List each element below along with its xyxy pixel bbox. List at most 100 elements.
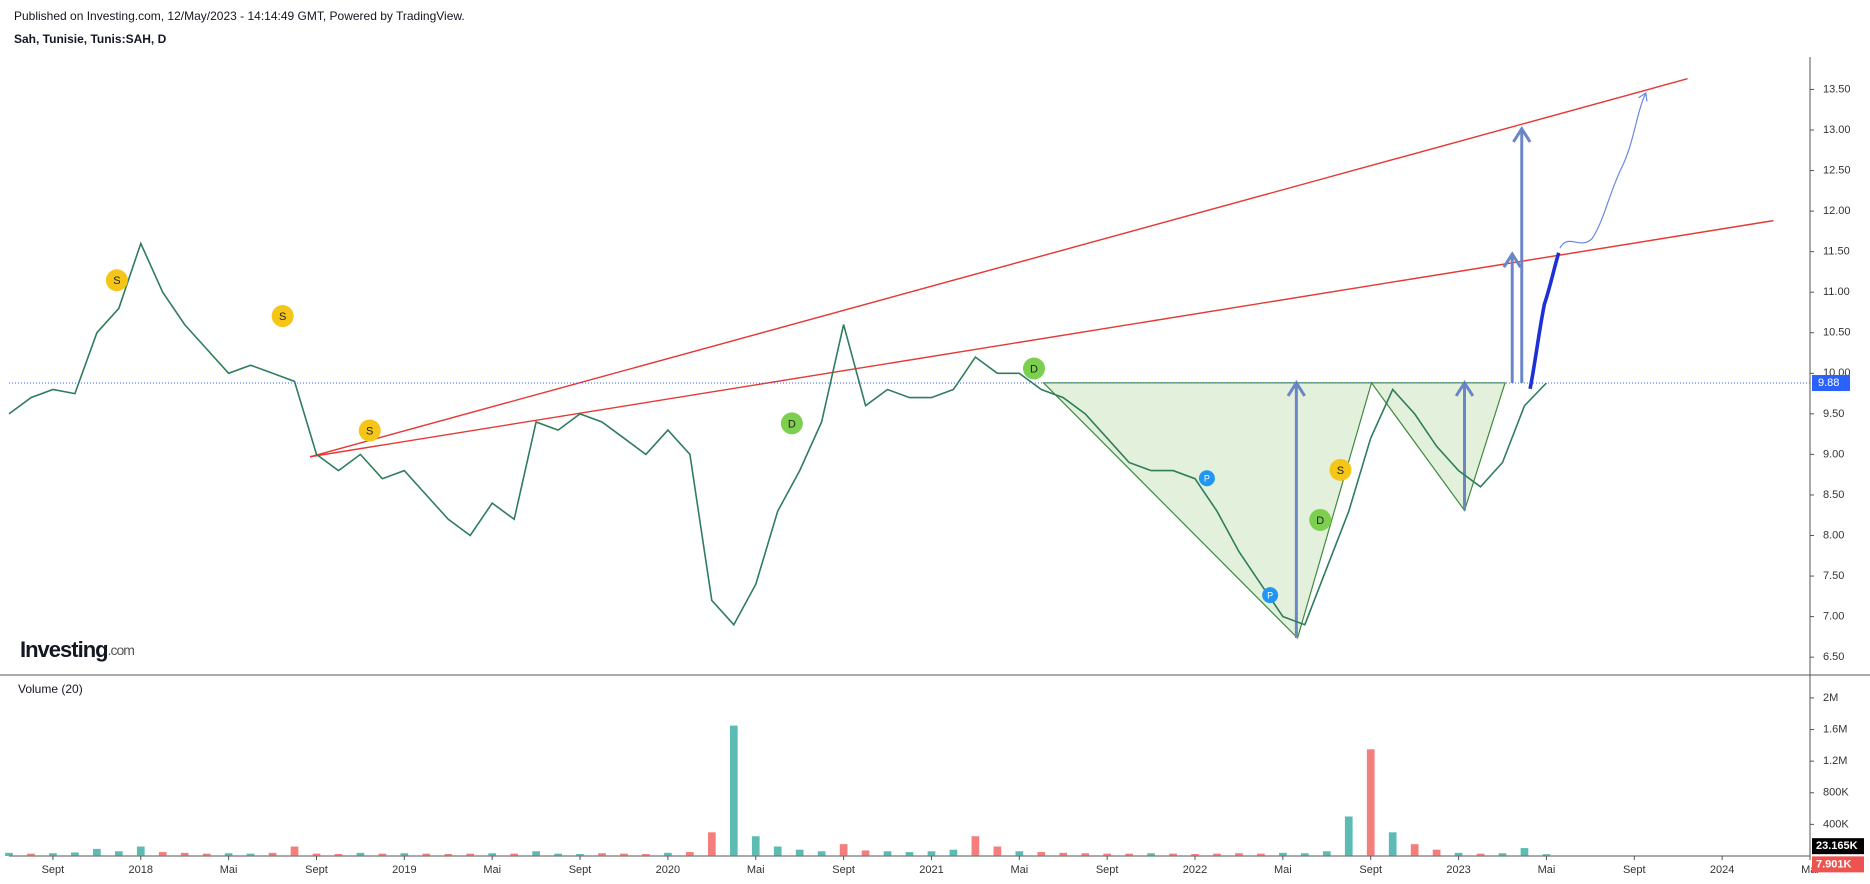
- volume-tag-label: 23.165K: [1816, 840, 1858, 852]
- x-tick-label: Sept: [1096, 864, 1119, 876]
- published-note: Published on Investing.com, 12/May/2023 …: [14, 9, 465, 23]
- x-tick-label: 2021: [919, 864, 943, 876]
- volume-bar: [1388, 832, 1397, 856]
- y-tick-label: 8.50: [1823, 489, 1844, 501]
- volume-tag: [1812, 856, 1864, 873]
- y-tick-label: 6.50: [1823, 651, 1844, 663]
- signal-badge: [780, 412, 803, 435]
- volume-bar: [1454, 852, 1463, 856]
- volume-bar: [664, 852, 672, 856]
- volume-bar: [795, 849, 804, 856]
- price-line: [8, 241, 1547, 627]
- logo-suffix: .com: [108, 642, 135, 658]
- volume-bar: [444, 854, 453, 856]
- x-tick-label: Mai: [220, 864, 238, 876]
- symbol-title: Sah, Tunisie, Tunis:SAH, D: [14, 32, 167, 46]
- signal-label: S: [113, 275, 120, 287]
- y-tick-label: 13.50: [1823, 83, 1851, 95]
- logo: Investing.com: [20, 637, 134, 662]
- volume-bar: [751, 836, 760, 856]
- volume-bar: [598, 853, 606, 856]
- signal-label: S: [366, 425, 373, 437]
- volume-bar: [532, 851, 540, 856]
- volume-bar: [93, 848, 101, 856]
- arrow: [1512, 126, 1532, 383]
- volume-bar: [114, 851, 123, 856]
- volume-bar: [356, 852, 365, 856]
- x-tick-label: Sept: [1359, 864, 1382, 876]
- y-tick-label: 1.2M: [1823, 755, 1847, 767]
- volume-bar: [158, 852, 167, 856]
- signal-label: D: [1030, 363, 1038, 375]
- volume-bar: [224, 853, 233, 856]
- volume-bar: [378, 853, 387, 856]
- signal-label: P: [1267, 590, 1273, 600]
- volume-bar: [576, 854, 584, 856]
- volume-bar: [400, 853, 409, 856]
- volume-bar: [773, 846, 782, 856]
- volume-bar: [202, 853, 211, 856]
- x-tick-label: Sept: [832, 864, 855, 876]
- x-tick-label: Mai: [747, 864, 765, 876]
- signal-label: P: [1204, 474, 1210, 484]
- x-tick-label: 2023: [1446, 864, 1470, 876]
- volume-bar: [268, 852, 277, 856]
- volume-bar: [180, 852, 189, 856]
- volume-bar: [1169, 853, 1177, 856]
- x-tick-label: 2018: [129, 864, 153, 876]
- y-tick-label: 7.50: [1823, 570, 1844, 582]
- volume-bar: [1059, 852, 1068, 856]
- y-tick-label: 11.50: [1823, 246, 1850, 258]
- volume-bar: [71, 852, 79, 856]
- volume-bar: [861, 850, 870, 856]
- volume-bar: [1235, 853, 1243, 856]
- volume-bar: [510, 853, 519, 856]
- volume-bar: [1476, 853, 1485, 856]
- y-tick-label: 11.00: [1823, 286, 1850, 298]
- signal-badge: [1329, 458, 1352, 481]
- volume-bar: [422, 853, 431, 856]
- signal-badge: [1198, 470, 1215, 487]
- volume-bar: [927, 851, 936, 856]
- trend-line: [309, 78, 1688, 458]
- volume-bar: [49, 853, 57, 856]
- volume-bar: [246, 853, 255, 856]
- volume-bar: [1498, 853, 1507, 856]
- signal-badge: [1022, 357, 1045, 380]
- volume-bar: [620, 853, 628, 856]
- x-tick-label: 2020: [656, 864, 680, 876]
- y-tick-label: 9.50: [1823, 408, 1844, 420]
- volume-bar: [729, 725, 738, 856]
- x-tick-label: Mai: [1010, 864, 1028, 876]
- y-tick-label: 12.00: [1823, 205, 1851, 217]
- volume-bar: [5, 852, 13, 856]
- volume-bar: [707, 832, 716, 856]
- volume-bar: [949, 849, 958, 856]
- volume-bar: [642, 854, 650, 856]
- signal-badge: [271, 305, 294, 328]
- volume-title: Volume (20): [18, 682, 83, 696]
- signal-badge: [1262, 587, 1279, 604]
- signal-label: D: [1316, 515, 1324, 527]
- volume-bar: [1125, 853, 1133, 856]
- volume-bar: [488, 853, 497, 856]
- x-tick-label: 2022: [1183, 864, 1207, 876]
- y-tick-label: 12.50: [1823, 164, 1851, 176]
- x-tick-label: 2024: [1710, 864, 1734, 876]
- volume-bar: [905, 852, 914, 856]
- volume-bar: [1410, 844, 1419, 856]
- volume-bar: [1322, 851, 1331, 856]
- volume-bar: [554, 853, 562, 856]
- x-tick-label: Mai: [1274, 864, 1292, 876]
- volume-bar: [1432, 849, 1441, 856]
- trend-line: [309, 219, 1774, 458]
- volume-bar: [1300, 853, 1309, 856]
- volume-bar: [334, 854, 343, 856]
- volume-bar: [27, 853, 35, 856]
- volume-bar: [993, 846, 1002, 856]
- signal-label: S: [1337, 465, 1344, 477]
- volume-bar: [1103, 853, 1112, 856]
- volume-bar: [136, 846, 145, 856]
- volume-tag-label: 7.901K: [1816, 858, 1852, 870]
- drawings: [309, 78, 1774, 640]
